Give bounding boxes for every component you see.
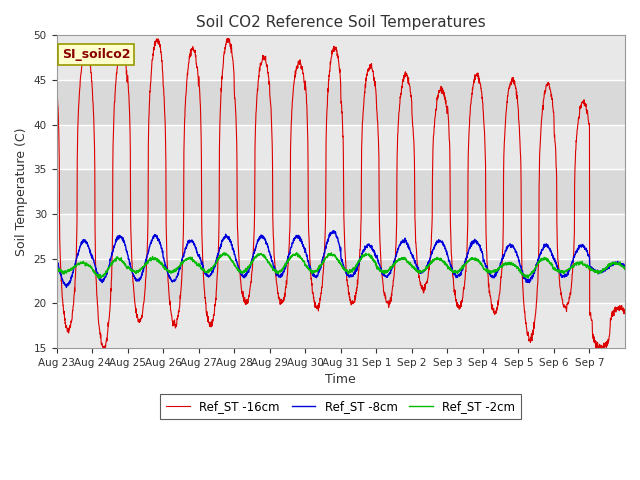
Ref_ST -16cm xyxy=(52,81,60,86)
Ref_ST -2cm xyxy=(292,250,300,256)
Ref_ST -2cm xyxy=(376,266,383,272)
Ref_ST -2cm xyxy=(621,264,629,270)
Ref_ST -8cm xyxy=(232,256,240,262)
Line: Ref_ST -16cm: Ref_ST -16cm xyxy=(56,38,625,350)
Bar xyxy=(56,80,625,125)
Ref_ST -16cm xyxy=(376,217,383,223)
Ref_ST -16cm xyxy=(621,310,629,315)
Ref_ST -16cm xyxy=(513,93,520,98)
Ref_ST -2cm xyxy=(513,264,520,270)
Ref_ST -8cm xyxy=(545,244,552,250)
Legend: Ref_ST -16cm, Ref_ST -8cm, Ref_ST -2cm: Ref_ST -16cm, Ref_ST -8cm, Ref_ST -2cm xyxy=(160,395,521,419)
Ref_ST -8cm xyxy=(52,254,60,260)
Y-axis label: Soil Temperature (C): Soil Temperature (C) xyxy=(15,127,28,256)
Ref_ST -16cm xyxy=(225,36,233,41)
Title: Soil CO2 Reference Soil Temperatures: Soil CO2 Reference Soil Temperatures xyxy=(196,15,486,30)
Line: Ref_ST -8cm: Ref_ST -8cm xyxy=(56,231,625,287)
Line: Ref_ST -2cm: Ref_ST -2cm xyxy=(56,253,625,278)
Ref_ST -2cm xyxy=(232,264,240,270)
Ref_ST -2cm xyxy=(109,259,117,264)
Ref_ST -2cm xyxy=(614,260,621,266)
Ref_ST -8cm xyxy=(621,264,629,269)
Ref_ST -8cm xyxy=(614,261,621,267)
Ref_ST -16cm xyxy=(99,348,107,353)
Ref_ST -8cm xyxy=(376,262,383,268)
Ref_ST -2cm xyxy=(95,276,102,281)
Ref_ST -8cm xyxy=(109,246,117,252)
Ref_ST -2cm xyxy=(52,264,60,270)
Bar xyxy=(56,169,625,214)
Bar xyxy=(56,259,625,303)
Ref_ST -8cm xyxy=(63,284,70,290)
Ref_ST -16cm xyxy=(109,124,117,130)
Text: SI_soilco2: SI_soilco2 xyxy=(62,48,131,61)
Ref_ST -16cm xyxy=(232,131,240,137)
Ref_ST -8cm xyxy=(513,250,520,256)
Ref_ST -8cm xyxy=(330,228,337,234)
Ref_ST -16cm xyxy=(614,306,621,312)
X-axis label: Time: Time xyxy=(325,373,356,386)
Ref_ST -2cm xyxy=(545,258,552,264)
Ref_ST -16cm xyxy=(545,81,552,86)
